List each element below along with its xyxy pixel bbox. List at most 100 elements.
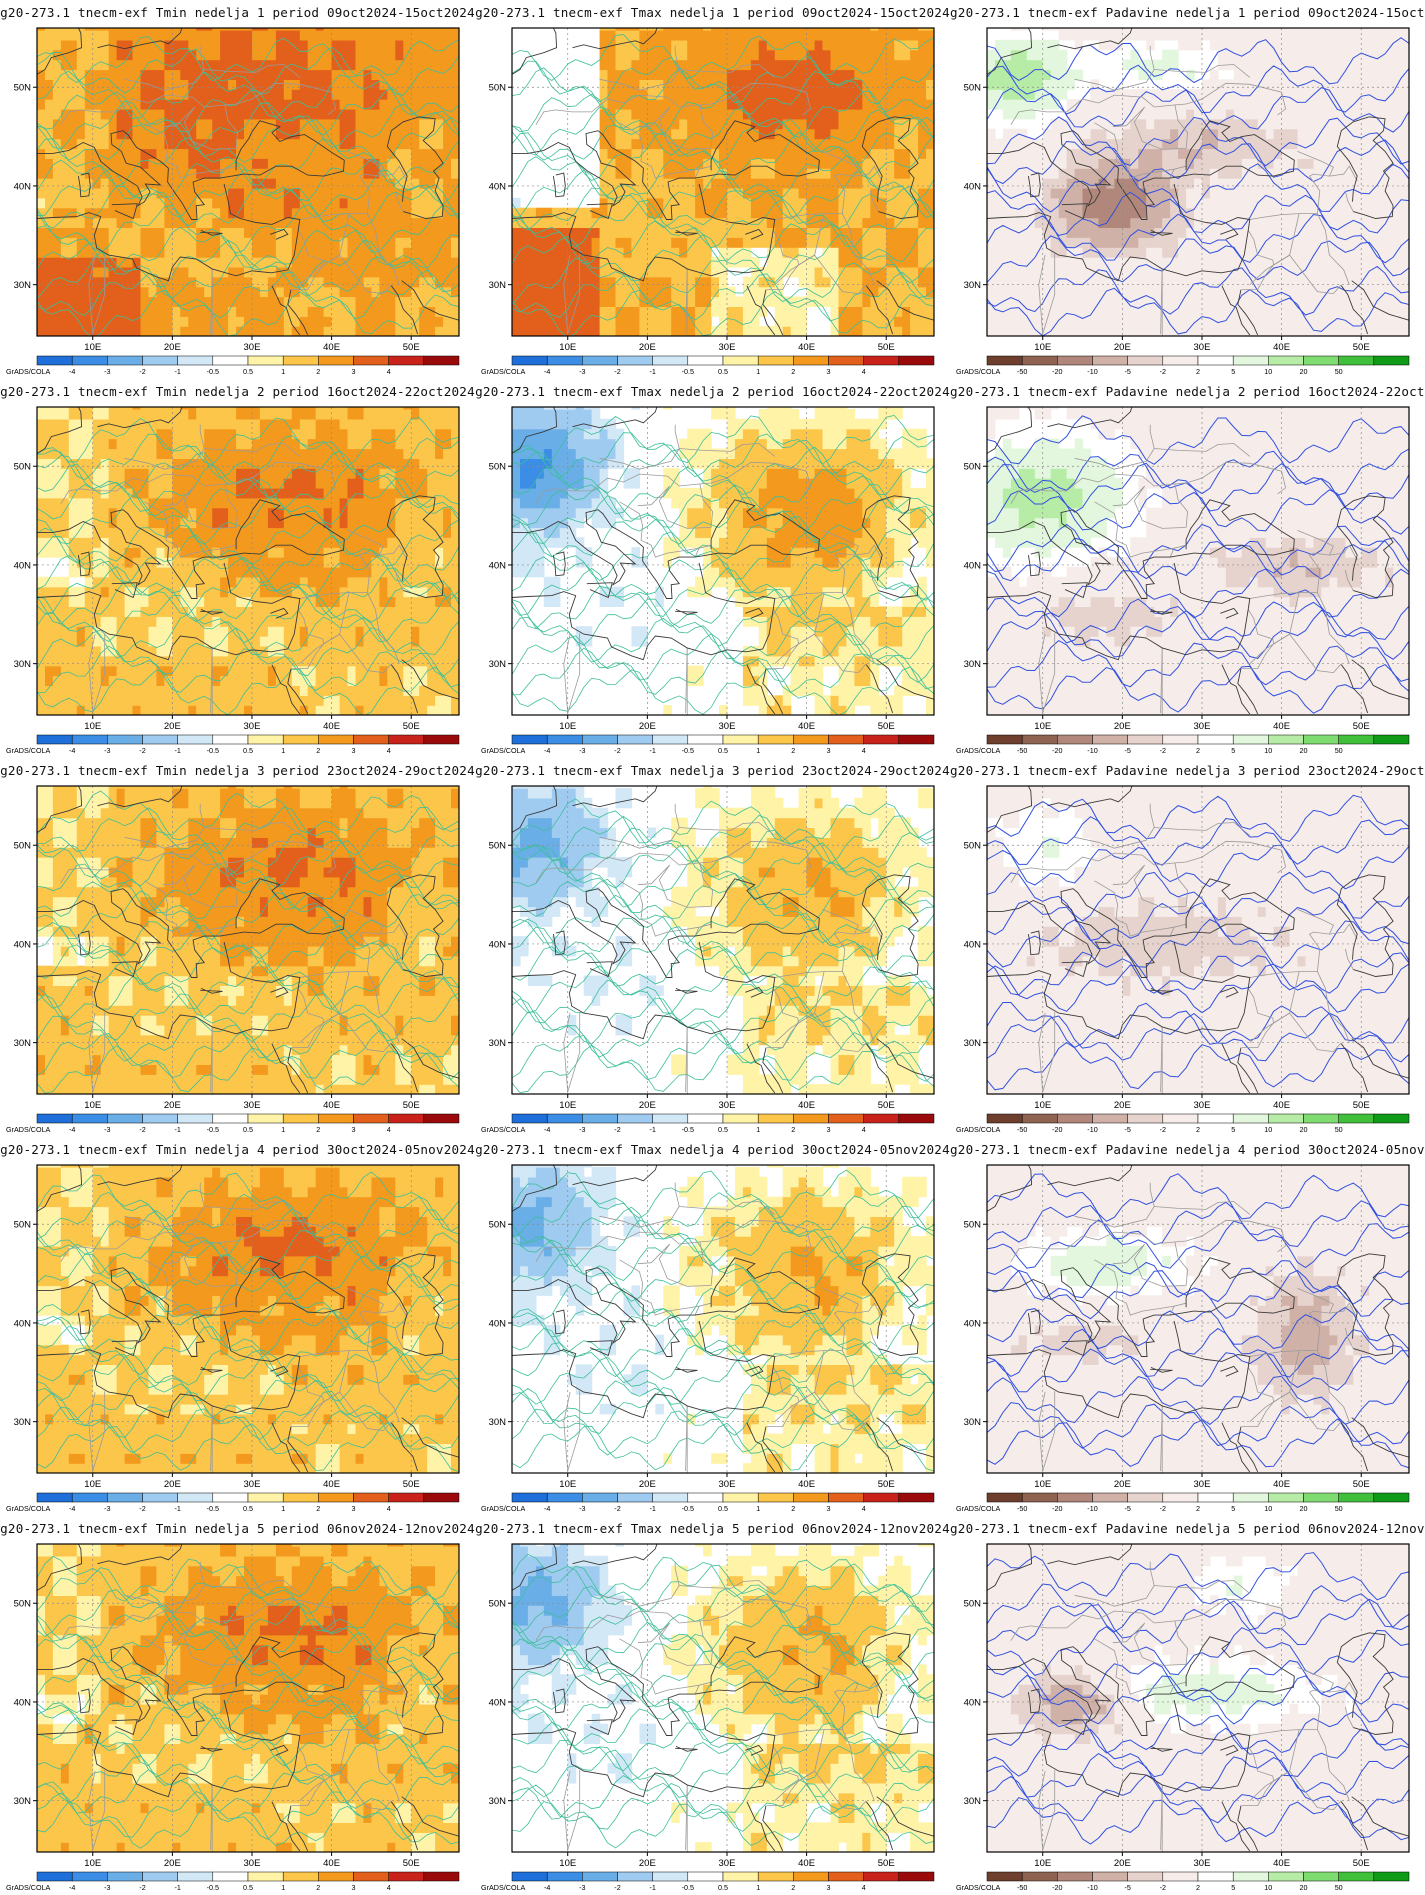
lat-tick-label: 30N	[964, 659, 982, 670]
colorbar-label: -1	[649, 367, 655, 376]
anomaly-shading	[512, 407, 934, 715]
lon-tick-label: 30E	[244, 1858, 261, 1869]
lon-tick-label: 30E	[244, 1100, 261, 1111]
lon-tick-label: 30E	[1194, 342, 1211, 353]
colorbar-swatch	[722, 1871, 759, 1882]
map-panel-tmin-week-3: g20-273.1 tnecm-exf Tmin nedelja 3 perio…	[0, 758, 475, 1137]
contour-lines	[37, 36, 459, 336]
colorbar-label: 0.5	[243, 1883, 253, 1892]
colorbar-label: -10	[1087, 367, 1097, 376]
colorbar-swatch	[1127, 734, 1164, 745]
lon-tick-label: 50E	[878, 1479, 895, 1490]
colorbar: -4 -3 -2 -1 -0.5 0.5 1 2 3 4	[36, 1113, 460, 1134]
lat-tick-label: 30N	[489, 1038, 507, 1049]
lon-tick-label: 20E	[1114, 1479, 1131, 1490]
colorbar-swatch	[1268, 355, 1304, 366]
panel-title: g20-273.1 tnecm-exf Tmax nedelja 5 perio…	[475, 1521, 950, 1536]
colorbar-label: 3	[827, 746, 831, 755]
colorbar-swatch	[212, 1492, 249, 1503]
map-panel-padavine-week-4: g20-273.1 tnecm-exf Padavine nedelja 4 p…	[950, 1137, 1425, 1516]
colorbar-swatch	[652, 355, 689, 366]
colorbar-label: 4	[387, 367, 391, 376]
colorbar-label: -4	[69, 1504, 75, 1513]
colorbar-swatch	[1127, 1492, 1164, 1503]
panel-title: g20-273.1 tnecm-exf Tmin nedelja 3 perio…	[0, 763, 475, 778]
colorbar-swatch	[1021, 355, 1058, 366]
anomaly-shading	[37, 786, 459, 1094]
colorbar-swatch	[388, 1113, 425, 1124]
colorbar-label: 3	[827, 1883, 831, 1892]
contour-lines	[37, 790, 459, 1094]
colorbar-label: 10	[1264, 1125, 1272, 1134]
colorbar-label: 0.5	[718, 1883, 728, 1892]
lon-tick-label: 20E	[164, 1100, 181, 1111]
lat-tick-label: 30N	[14, 1038, 32, 1049]
lon-tick-label: 50E	[403, 342, 420, 353]
colorbar-swatch	[1232, 1113, 1269, 1124]
colorbar-swatch	[898, 734, 935, 745]
colorbar-swatch	[423, 355, 460, 366]
grads-credit: GrADS/COLA	[956, 1125, 1001, 1134]
colorbar-label: 20	[1300, 367, 1308, 376]
colorbar-swatch	[71, 355, 108, 366]
colorbar-swatch	[863, 1871, 900, 1882]
colorbar-swatch	[423, 734, 460, 745]
contour-lines	[987, 794, 1409, 1091]
colorbar-swatch	[582, 734, 618, 745]
colorbar-swatch	[353, 1113, 389, 1124]
panel-title: g20-273.1 tnecm-exf Tmin nedelja 5 perio…	[0, 1521, 475, 1536]
graticule	[37, 786, 459, 1094]
colorbar-swatch	[1303, 734, 1339, 745]
colorbar-label: 0.5	[718, 1125, 728, 1134]
map-panel-padavine-week-5: g20-273.1 tnecm-exf Padavine nedelja 5 p…	[950, 1516, 1425, 1895]
colorbar-label: -2	[614, 1125, 620, 1134]
colorbar-label: -1	[649, 1883, 655, 1892]
colorbar-label: -0.5	[682, 1504, 694, 1513]
colorbar-label: -4	[544, 367, 550, 376]
colorbar-swatch	[1232, 355, 1269, 366]
map-figure: 10E 20E 30E 40E 50E 50N 40N 30N -4 -3 -2 -1 -0.5 0.5 1…	[6, 1164, 460, 1513]
colorbar-label: -2	[139, 1883, 145, 1892]
colorbar-label: -2	[139, 746, 145, 755]
lat-tick-label: 50N	[964, 1599, 982, 1610]
lat-tick-label: 30N	[14, 659, 32, 670]
colorbar-swatch	[582, 355, 618, 366]
lon-tick-label: 30E	[244, 1479, 261, 1490]
colorbar-label: 1	[756, 1125, 760, 1134]
lon-tick-label: 50E	[403, 1479, 420, 1490]
map-frame	[36, 1543, 460, 1853]
grads-credit: GrADS/COLA	[6, 1883, 51, 1892]
lon-tick-label: 10E	[84, 1100, 101, 1111]
colorbar-label: 1	[281, 1125, 285, 1134]
colorbar-swatch	[546, 1492, 583, 1503]
colorbar-swatch	[1303, 1492, 1339, 1503]
lon-tick-label: 20E	[1114, 1100, 1131, 1111]
colorbar-label: -2	[1160, 1125, 1166, 1134]
colorbar-label: 20	[1300, 1504, 1308, 1513]
lat-tick-label: 50N	[964, 462, 982, 473]
coastlines-and-borders	[987, 28, 1409, 336]
lon-tick-label: 10E	[559, 721, 576, 732]
coastlines-and-borders	[37, 407, 459, 715]
map-panel-padavine-week-3: g20-273.1 tnecm-exf Padavine nedelja 3 p…	[950, 758, 1425, 1137]
colorbar-swatch	[1303, 1113, 1339, 1124]
lon-tick-label: 30E	[1194, 1100, 1211, 1111]
colorbar-swatch	[1338, 734, 1375, 745]
colorbar-label: -1	[174, 1125, 180, 1134]
colorbar-label: 10	[1264, 1883, 1272, 1892]
colorbar-swatch	[1127, 1113, 1164, 1124]
colorbar-label: -1	[649, 1125, 655, 1134]
coastlines-and-borders	[512, 28, 934, 336]
colorbar-label: -1	[649, 1504, 655, 1513]
map-frame	[986, 406, 1410, 716]
colorbar-swatch	[828, 1492, 864, 1503]
colorbar-swatch	[1162, 734, 1199, 745]
colorbar-swatch	[282, 1871, 319, 1882]
colorbar-swatch	[793, 734, 829, 745]
lat-tick-label: 50N	[14, 83, 32, 94]
colorbar-label: 4	[387, 1883, 391, 1892]
colorbar-label: 2	[1196, 1125, 1200, 1134]
colorbar-label: -20	[1052, 1883, 1062, 1892]
colorbar-swatch	[793, 355, 829, 366]
lat-tick-label: 30N	[964, 1417, 982, 1428]
